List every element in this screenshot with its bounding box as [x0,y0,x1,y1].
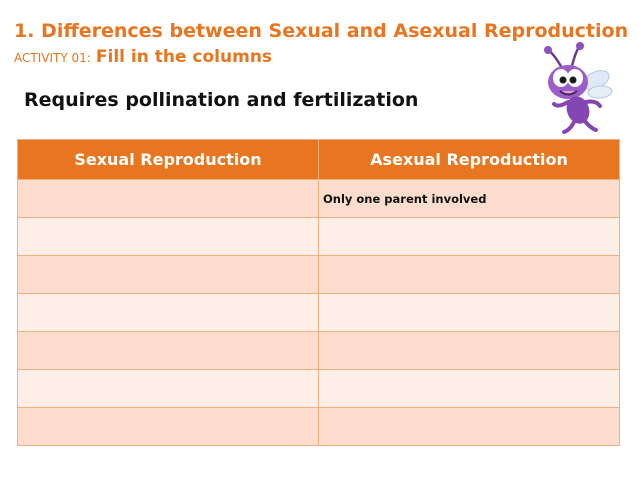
column-header-asexual: Asexual Reproduction [318,139,620,180]
sexual-drop-cell[interactable] [17,369,319,408]
page-title: 1. Differences between Sexual and Asexua… [14,20,629,42]
table-row [17,217,620,256]
column-header-sexual: Sexual Reproduction [17,139,319,180]
table-row [17,331,620,370]
sexual-drop-cell[interactable] [17,293,319,332]
table-row [17,293,620,332]
table-row [17,407,620,446]
sexual-drop-cell[interactable] [17,331,319,370]
asexual-drop-cell[interactable]: Only one parent involved [318,179,620,218]
activity-text: Fill in the columns [95,47,273,67]
draggable-statement[interactable]: Requires pollination and fertilization [24,89,419,111]
asexual-drop-cell[interactable] [318,331,620,370]
asexual-drop-cell[interactable] [318,407,620,446]
asexual-drop-cell[interactable] [318,217,620,256]
sexual-drop-cell[interactable] [17,179,319,218]
sexual-drop-cell[interactable] [17,255,319,294]
table-row [17,369,620,408]
sexual-drop-cell[interactable] [17,407,319,446]
table-row [17,255,620,294]
asexual-drop-cell[interactable] [318,293,620,332]
activity-instruction: ACTIVITY 01: Fill in the columns [14,47,272,67]
asexual-drop-cell[interactable] [318,255,620,294]
asexual-drop-cell[interactable] [318,369,620,408]
reproduction-table: Sexual Reproduction Asexual Reproduction… [17,139,620,446]
table-row: Only one parent involved [17,179,620,218]
table-header-row: Sexual Reproduction Asexual Reproduction [17,139,620,180]
sexual-drop-cell[interactable] [17,217,319,256]
activity-prefix: ACTIVITY 01: [14,51,91,65]
purple-bug-mascot-icon [544,42,613,134]
